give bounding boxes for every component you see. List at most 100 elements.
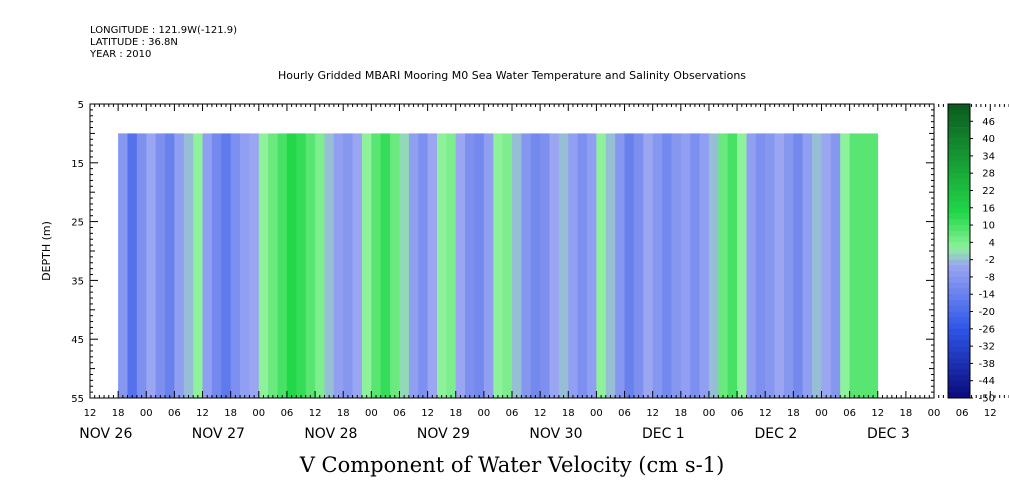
colorbar-swatch: [948, 357, 970, 364]
field-cell: [549, 133, 560, 398]
field-cell: [633, 133, 644, 398]
x-date-label: NOV 29: [417, 426, 470, 442]
colorbar-label: 22: [982, 186, 995, 197]
field-cell: [155, 133, 166, 398]
colorbar-label: 46: [982, 117, 995, 128]
y-tick-label: 55: [71, 394, 84, 405]
field-cell: [427, 133, 438, 398]
colorbar-swatch: [948, 311, 970, 318]
colorbar-swatch: [948, 109, 970, 116]
x-tick-label: 18: [224, 408, 237, 419]
field-cell: [727, 133, 738, 398]
x-tick-label: 12: [196, 408, 209, 419]
colorbar-swatch: [948, 236, 970, 243]
x-tick-label: 18: [449, 408, 462, 419]
field-cell: [240, 133, 250, 398]
field-cell: [418, 133, 428, 398]
field-cell: [493, 133, 504, 398]
x-date-label: NOV 30: [529, 426, 582, 442]
y-tick-label: 25: [71, 218, 84, 229]
field-cell: [784, 133, 794, 398]
colorbar-label: -20: [979, 307, 995, 318]
x-tick-label: 12: [534, 408, 547, 419]
colorbar-swatch: [948, 334, 970, 341]
field-cell: [793, 133, 804, 398]
field-cell: [230, 133, 241, 398]
colorbar-label: 40: [982, 134, 995, 145]
field-cell: [183, 133, 194, 398]
colorbar-swatch: [948, 276, 970, 283]
field-cell: [774, 133, 785, 398]
colorbar-swatch: [948, 242, 970, 249]
field-cell: [830, 133, 841, 398]
field-cell: [540, 133, 550, 398]
x-tick-label: 12: [84, 408, 97, 419]
colorbar-swatch: [948, 351, 970, 358]
colorbar-label: 34: [982, 151, 995, 162]
field-cell: [596, 133, 607, 398]
field-cell: [746, 133, 757, 398]
colorbar-swatch: [948, 369, 970, 376]
field-cell: [502, 133, 513, 398]
colorbar-label: 4: [989, 238, 995, 249]
x-tick-label: 18: [562, 408, 575, 419]
colorbar-swatch: [948, 173, 970, 180]
field-cell: [530, 133, 541, 398]
field-cell: [849, 133, 879, 398]
field-cell: [680, 133, 691, 398]
x-tick-label: 00: [478, 408, 491, 419]
longitude-label: LONGITUDE : 121.9W(-121.9): [90, 25, 237, 36]
field-cell: [465, 133, 475, 398]
x-tick-label: 00: [252, 408, 265, 419]
colorbar-swatch: [948, 259, 970, 266]
field-cell: [840, 133, 850, 398]
field-cell: [605, 133, 616, 398]
colorbar-swatch: [948, 178, 970, 185]
field-cell: [812, 133, 822, 398]
field-cell: [821, 133, 832, 398]
colorbar-swatch: [948, 317, 970, 324]
x-axis-label: V Component of Water Velocity (cm s-1): [299, 453, 725, 477]
field-cell: [305, 133, 316, 398]
field-cell: [437, 133, 447, 398]
colorbar-swatch: [948, 150, 970, 157]
field-cell: [249, 133, 260, 398]
colorbar-swatch: [948, 121, 970, 128]
year-label: YEAR : 2010: [90, 49, 152, 60]
field-cell: [671, 133, 682, 398]
field-cell: [615, 133, 625, 398]
x-tick-label: 12: [759, 408, 772, 419]
field-cell: [568, 133, 579, 398]
field-cell: [408, 133, 419, 398]
colorbar-swatch: [948, 167, 970, 174]
field-cell: [277, 133, 288, 398]
field-cell: [624, 133, 635, 398]
y-tick-label: 45: [71, 335, 84, 346]
field-cell: [737, 133, 747, 398]
colorbar-swatch: [948, 305, 970, 312]
colorbar-swatch: [948, 161, 970, 168]
colorbar-swatch: [948, 155, 970, 162]
colorbar-swatch: [948, 248, 970, 255]
colorbar-label: -50: [979, 394, 995, 405]
colorbar-label: 10: [982, 221, 995, 232]
field-cell: [221, 133, 232, 398]
y-axis-label: DEPTH (m): [40, 221, 53, 281]
colorbar-swatch: [948, 340, 970, 347]
colorbar-label: -2: [985, 255, 995, 266]
colorbar-label: -14: [979, 290, 995, 301]
field-cell: [643, 133, 654, 398]
colorbar-swatch: [948, 300, 970, 307]
colorbar-swatch: [948, 104, 970, 111]
field-cell: [802, 133, 813, 398]
field-cell: [390, 133, 400, 398]
x-tick-label: 00: [140, 408, 153, 419]
colorbar-swatch: [948, 374, 970, 381]
colorbar-swatch: [948, 230, 970, 237]
colorbar-frame: [947, 103, 971, 399]
colorbar-swatch: [948, 323, 970, 330]
colorbar-label: 16: [982, 203, 995, 214]
field-cell: [333, 133, 344, 398]
colorbar-swatch: [948, 386, 970, 393]
colorbar-label: -32: [979, 342, 995, 353]
